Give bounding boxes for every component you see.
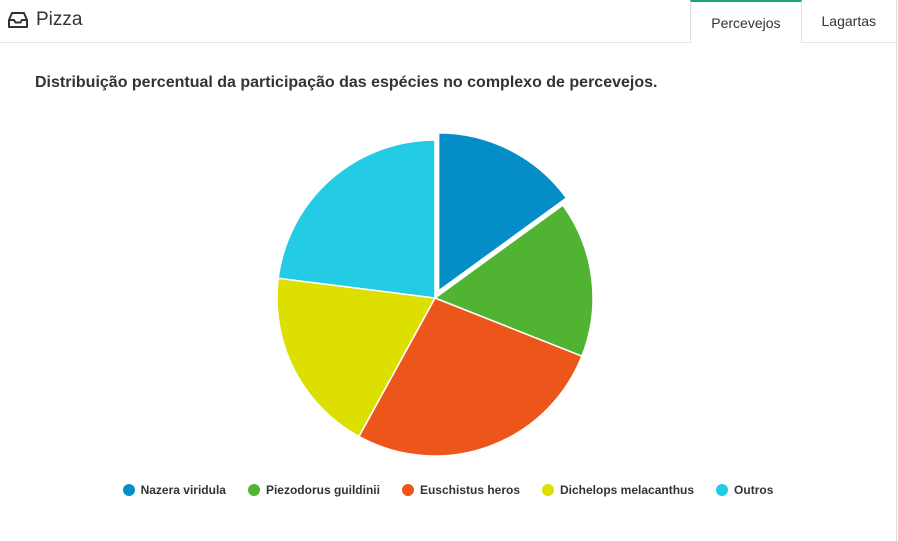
legend-label-4: Outros bbox=[734, 483, 774, 497]
legend-dot-0 bbox=[122, 484, 135, 496]
pie-slice-3[interactable] bbox=[276, 277, 436, 438]
pie-slice-1[interactable] bbox=[434, 204, 594, 357]
inbox-icon bbox=[8, 12, 28, 28]
legend-dot-1 bbox=[247, 484, 260, 496]
legend-item-4[interactable]: Outros bbox=[716, 483, 773, 497]
chart-title: Distribuição percentual da participação … bbox=[35, 74, 658, 91]
pie-slice-0[interactable] bbox=[437, 132, 568, 292]
legend-item-3[interactable]: Dichelops melacanthus bbox=[542, 483, 694, 497]
tab-bar: Percevejos Lagartas bbox=[690, 0, 896, 43]
legend-dot-2 bbox=[401, 484, 414, 496]
legend-dot-3 bbox=[542, 484, 554, 496]
legend-label-1: Piezodorus guildinii bbox=[265, 483, 380, 497]
legend-label-2: Euschistus heros bbox=[419, 483, 520, 497]
legend-label-3: Dichelops melacanthus bbox=[560, 483, 695, 497]
legend-item-0[interactable]: Nazera viridula bbox=[122, 483, 226, 497]
legend-item-1[interactable]: Piezodorus guildinii bbox=[247, 483, 380, 497]
legend-item-2[interactable]: Euschistus heros bbox=[401, 483, 520, 497]
panel-header: Pizza Percevejos Lagartas bbox=[0, 0, 896, 43]
panel-title: Pizza bbox=[8, 9, 82, 31]
legend-dot-4 bbox=[716, 484, 729, 496]
tab-percevejos[interactable]: Percevejos bbox=[690, 0, 802, 43]
chart-legend: Nazera viridula Piezodorus guildinii Eusch… bbox=[0, 483, 896, 497]
tab-lagartas[interactable]: Lagartas bbox=[821, 13, 876, 29]
pie-slice-2[interactable] bbox=[358, 297, 583, 457]
legend-label-0: Nazera viridula bbox=[140, 483, 226, 497]
pie-slice-4[interactable] bbox=[277, 139, 436, 299]
panel-title-text: Pizza bbox=[36, 9, 83, 30]
